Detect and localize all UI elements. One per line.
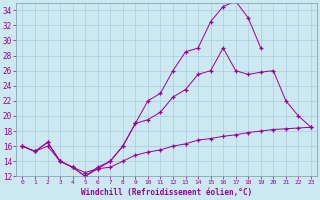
X-axis label: Windchill (Refroidissement éolien,°C): Windchill (Refroidissement éolien,°C) (81, 188, 252, 197)
